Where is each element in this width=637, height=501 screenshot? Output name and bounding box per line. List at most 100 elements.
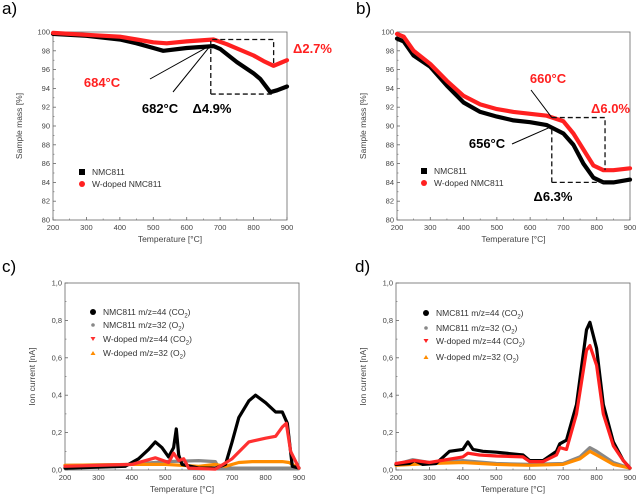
y-tick-label: 0,4 [383, 391, 393, 400]
legend-label-subscript: 2 [186, 341, 190, 347]
x-tick-label: 400 [457, 223, 470, 232]
x-tick-label: 500 [159, 473, 172, 482]
x-tick-label: 700 [214, 223, 227, 232]
legend-label-text: W-doped m/z=44 (CO [103, 334, 186, 344]
y-tick-label: 90 [386, 122, 394, 131]
series-line-3 [394, 449, 632, 470]
series-line-0 [394, 36, 633, 185]
legend-label-close: ) [521, 308, 524, 318]
panel-label: a) [2, 0, 17, 18]
y-tick-label: 0,2 [383, 428, 393, 437]
legend-label: W-doped m/z=32 (O2) [436, 352, 519, 365]
legend-label: NMC811 m/z=32 (O2) [436, 323, 518, 336]
x-tick-label: 900 [624, 473, 637, 482]
legend-label: NMC811 [92, 167, 125, 177]
y-tick-label: 0,8 [383, 316, 393, 325]
annotation-label: Δ4.9% [193, 101, 232, 116]
legend-label: NMC811 m/z=44 (CO2) [436, 308, 524, 321]
legend-label: W-doped m/z=32 (O2) [103, 348, 186, 361]
x-tick-label: 700 [226, 473, 239, 482]
x-tick-label: 300 [423, 473, 436, 482]
y-tick-label: 92 [386, 103, 394, 112]
x-tick-label: 600 [523, 473, 536, 482]
series-line-1 [50, 30, 290, 68]
x-tick-label: 800 [247, 223, 260, 232]
legend-label-subscript: 2 [519, 343, 523, 349]
x-axis-title: Temperature [°C] [150, 484, 214, 494]
leader-line [530, 89, 553, 118]
chart-panel-c: c) 200 300 400 500 600 700 800 900 0,0 0,2 0,4 0,6 0,… [2, 257, 305, 494]
panel-label: c) [2, 257, 16, 276]
chart-panel-a: a) 200 300 400 500 600 700 800 900 80 82 84 86 88 90 92… [2, 0, 332, 244]
legend-marker-circle [421, 180, 427, 186]
x-tick-label: 300 [92, 473, 105, 482]
legend-marker-triangle-down [423, 339, 429, 343]
legend-label-close: ) [188, 307, 191, 317]
legend-label-close: ) [182, 320, 185, 330]
y-tick-label: 86 [42, 159, 50, 168]
annotation-label: Δ2.7% [293, 41, 332, 56]
x-tick-label: 700 [557, 473, 570, 482]
chart-panel-b: b) 200 300 400 500 600 700 800 900 80 82 84 86 88 90 92… [356, 0, 636, 244]
annotation-label: 684°C [84, 75, 121, 90]
x-tick-label: 400 [126, 473, 139, 482]
legend-label-close: ) [516, 352, 519, 362]
y-tick-label: 1,0 [52, 279, 62, 288]
y-tick-label: 80 [386, 216, 394, 225]
y-tick-label: 98 [42, 46, 50, 55]
y-axis-title: Sample mass [%] [358, 93, 368, 159]
y-tick-label: 90 [42, 122, 50, 131]
y-tick-label: 98 [386, 46, 394, 55]
legend-marker-triangle-up [423, 355, 429, 359]
legend-label-close: ) [515, 323, 518, 333]
x-tick-label: 600 [192, 473, 205, 482]
legend-label: W-doped m/z=44 (CO2) [436, 336, 525, 349]
legend-marker-circle [90, 309, 96, 315]
y-tick-label: 84 [386, 178, 394, 187]
x-axis-title: Temperature [°C] [481, 234, 545, 244]
legend-label-text: W-doped NMC811 [434, 178, 504, 188]
legend-marker-square [79, 169, 85, 175]
x-tick-label: 700 [557, 223, 570, 232]
legend-marker-circle [79, 181, 85, 187]
plot-frame [396, 31, 631, 221]
x-tick-label: 200 [47, 223, 60, 232]
legend-label: NMC811 m/z=44 (CO2) [103, 307, 191, 320]
legend-marker-triangle-down [90, 337, 96, 341]
legend-label-text: W-doped NMC811 [92, 179, 162, 189]
x-tick-label: 900 [293, 473, 306, 482]
x-tick-label: 900 [624, 223, 637, 232]
y-tick-label: 88 [386, 140, 394, 149]
y-tick-label: 0,6 [52, 353, 62, 362]
y-tick-label: 92 [42, 103, 50, 112]
x-tick-label: 800 [590, 473, 603, 482]
y-tick-label: 94 [42, 84, 50, 93]
x-tick-label: 300 [424, 223, 437, 232]
panel-label: b) [356, 0, 371, 18]
y-tick-label: 1,0 [383, 279, 393, 288]
series-line-2 [394, 344, 632, 470]
legend-label-text: NMC811 [92, 167, 125, 177]
legend-marker-star [91, 323, 95, 327]
x-tick-label: 800 [590, 223, 603, 232]
x-tick-label: 600 [524, 223, 537, 232]
x-tick-label: 400 [457, 473, 470, 482]
legend-label-text: W-doped m/z=32 (O [436, 352, 513, 362]
x-axis-title: Temperature [°C] [138, 234, 202, 244]
legend-label-subscript: 2 [511, 330, 515, 336]
x-tick-label: 600 [180, 223, 193, 232]
x-tick-label: 500 [491, 223, 504, 232]
y-tick-label: 82 [386, 197, 394, 206]
legend-label-close: ) [183, 348, 186, 358]
legend-label-text: W-doped m/z=44 (CO [436, 336, 519, 346]
legend-label-text: NMC811 m/z=44 (CO [103, 307, 185, 317]
y-tick-label: 96 [42, 65, 50, 74]
plot-frame [52, 31, 288, 221]
y-tick-label: 84 [42, 178, 50, 187]
x-tick-label: 200 [391, 223, 404, 232]
legend-label-close: ) [522, 336, 525, 346]
x-axis-title: Temperature [°C] [481, 484, 545, 494]
dashed-box [551, 116, 606, 184]
legend-label-subscript: 2 [184, 314, 188, 320]
